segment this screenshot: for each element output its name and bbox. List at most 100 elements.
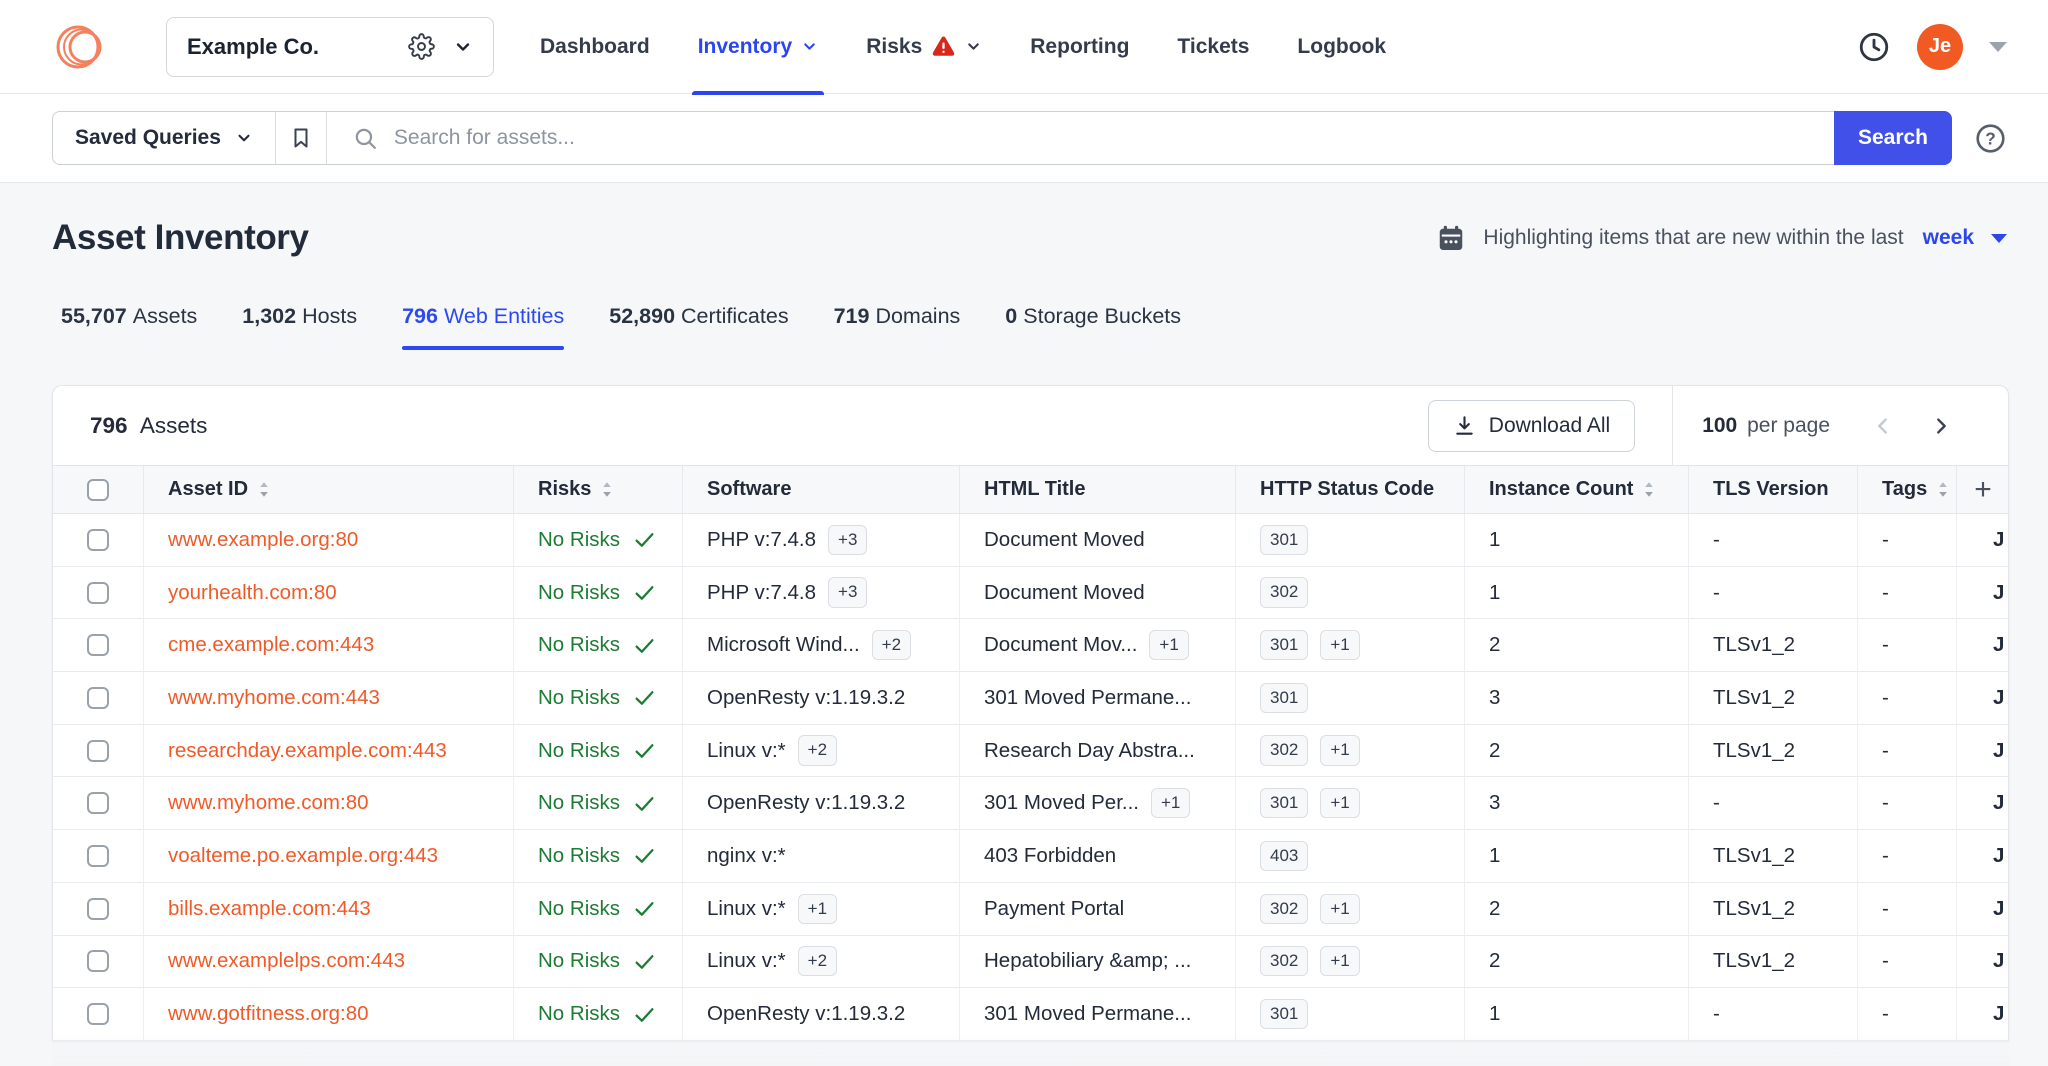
tags-value: - — [1882, 949, 1889, 973]
sort-icon[interactable] — [257, 479, 271, 500]
column-header-software[interactable]: Software — [683, 466, 960, 513]
nav-item-logbook[interactable]: Logbook — [1297, 0, 1386, 94]
tab-assets[interactable]: 55,707Assets — [61, 304, 197, 350]
status-badge: 301 — [1260, 683, 1308, 713]
nav-item-reporting[interactable]: Reporting — [1030, 0, 1129, 94]
sort-icon[interactable] — [1936, 479, 1950, 500]
bookmark-icon[interactable] — [276, 112, 326, 164]
caret-down-icon[interactable] — [1991, 234, 2007, 243]
asset-id-link[interactable]: yourhealth.com:80 — [168, 581, 337, 605]
asset-id-link[interactable]: bills.example.com:443 — [168, 897, 371, 921]
next-page-icon[interactable] — [1930, 415, 1952, 437]
sort-icon[interactable] — [1642, 479, 1656, 500]
sort-icon[interactable] — [600, 479, 614, 500]
avatar[interactable]: Je — [1917, 24, 1963, 70]
tab-hosts[interactable]: 1,302Hosts — [242, 304, 357, 350]
asset-id-link[interactable]: www.myhome.com:80 — [168, 791, 369, 815]
row-checkbox[interactable] — [87, 950, 109, 972]
more-badge[interactable]: +2 — [872, 630, 911, 660]
org-selector[interactable]: Example Co. — [166, 17, 494, 77]
no-risks-label: No Risks — [538, 528, 620, 552]
asset-id-link[interactable]: voalteme.po.example.org:443 — [168, 844, 438, 868]
more-badge[interactable]: +1 — [1320, 894, 1359, 924]
column-header-asset-id[interactable]: Asset ID — [144, 466, 514, 513]
cell-risks: No Risks — [514, 567, 683, 620]
column-header-instance-count[interactable]: Instance Count — [1465, 466, 1689, 513]
asset-id-link[interactable]: www.examplelps.com:443 — [168, 949, 405, 973]
more-badge[interactable]: +2 — [798, 946, 837, 976]
no-risks-status: No Risks — [538, 897, 656, 921]
history-clock-icon[interactable] — [1857, 30, 1891, 64]
avatar-caret-icon[interactable] — [1989, 42, 2007, 52]
select-all-checkbox[interactable] — [87, 479, 109, 501]
row-checkbox[interactable] — [87, 687, 109, 709]
row-checkbox[interactable] — [87, 529, 109, 551]
html-title-value: Document Moved — [984, 581, 1145, 605]
column-header-html-title[interactable]: HTML Title — [960, 466, 1236, 513]
tab-domains[interactable]: 719Domains — [834, 304, 961, 350]
row-checkbox[interactable] — [87, 582, 109, 604]
asset-id-link[interactable]: www.myhome.com:443 — [168, 686, 380, 710]
asset-id-link[interactable]: cme.example.com:443 — [168, 633, 374, 657]
asset-id-link[interactable]: www.example.org:80 — [168, 528, 358, 552]
cell-risks: No Risks — [514, 883, 683, 936]
gear-icon[interactable] — [408, 33, 435, 60]
row-checkbox[interactable] — [87, 1003, 109, 1025]
row-checkbox[interactable] — [87, 898, 109, 920]
more-badge[interactable]: +2 — [798, 735, 837, 765]
tab-web-entities[interactable]: 796Web Entities — [402, 304, 564, 350]
saved-queries-button[interactable]: Saved Queries — [53, 112, 275, 164]
tab-count: 55,707 — [61, 304, 127, 328]
assets-card: 796 Assets Download All 100 per page — [52, 385, 2009, 1041]
tls-version-value: TLSv1_2 — [1713, 897, 1795, 921]
tab-storage-buckets[interactable]: 0Storage Buckets — [1005, 304, 1181, 350]
software-value: OpenResty v:1.19.3.2 — [707, 686, 905, 710]
nav-item-dashboard[interactable]: Dashboard — [540, 0, 650, 94]
more-badge[interactable]: +3 — [828, 577, 867, 607]
cell-instance-count: 3 — [1465, 672, 1689, 725]
asset-id-link[interactable]: researchday.example.com:443 — [168, 739, 447, 763]
more-badge[interactable]: +1 — [1149, 630, 1188, 660]
asset-id-link[interactable]: www.gotfitness.org:80 — [168, 1002, 369, 1026]
search-input[interactable] — [394, 126, 1834, 150]
check-icon — [633, 950, 656, 973]
column-header-tls-version[interactable]: TLS Version — [1689, 466, 1858, 513]
more-badge[interactable]: +1 — [1320, 946, 1359, 976]
more-badge[interactable]: +1 — [1320, 735, 1359, 765]
more-badge[interactable]: +1 — [1320, 788, 1359, 818]
nav-item-risks[interactable]: Risks — [866, 0, 982, 94]
row-checkbox[interactable] — [87, 740, 109, 762]
prev-page-icon[interactable] — [1872, 415, 1894, 437]
highlight-period[interactable]: week — [1923, 226, 1974, 250]
search-button[interactable]: Search — [1834, 111, 1952, 165]
more-badge[interactable]: +3 — [828, 525, 867, 555]
cell-instance-count: 2 — [1465, 883, 1689, 936]
cell-software: PHP v:7.4.8+3 — [683, 567, 960, 620]
html-title-value: 301 Moved Permane... — [984, 1002, 1191, 1026]
add-column-button[interactable]: + — [1974, 475, 1992, 505]
check-icon — [633, 844, 656, 867]
column-header-tags[interactable]: Tags — [1858, 466, 1957, 513]
chevron-down-icon — [453, 37, 473, 57]
search-field — [327, 112, 1834, 164]
status-badge: 301 — [1260, 788, 1308, 818]
download-all-button[interactable]: Download All — [1428, 400, 1635, 452]
column-header-http-status-code[interactable]: HTTP Status Code — [1236, 466, 1465, 513]
no-risks-status: No Risks — [538, 739, 656, 763]
table-row: www.gotfitness.org:80No RisksOpenResty v… — [53, 988, 2008, 1041]
row-checkbox[interactable] — [87, 634, 109, 656]
nav-item-inventory[interactable]: Inventory — [698, 0, 819, 94]
help-icon[interactable]: ? — [1974, 122, 2007, 155]
row-checkbox[interactable] — [87, 845, 109, 867]
more-badge[interactable]: +1 — [1320, 630, 1359, 660]
more-badge[interactable]: +1 — [798, 894, 837, 924]
cell-instance-count: 1 — [1465, 830, 1689, 883]
column-header-risks[interactable]: Risks — [514, 466, 683, 513]
check-icon — [633, 634, 656, 657]
more-badge[interactable]: +1 — [1151, 788, 1190, 818]
nav-item-tickets[interactable]: Tickets — [1177, 0, 1249, 94]
cell-instance-count: 1 — [1465, 514, 1689, 567]
row-checkbox[interactable] — [87, 792, 109, 814]
tab-certificates[interactable]: 52,890Certificates — [609, 304, 788, 350]
tls-version-value: TLSv1_2 — [1713, 686, 1795, 710]
